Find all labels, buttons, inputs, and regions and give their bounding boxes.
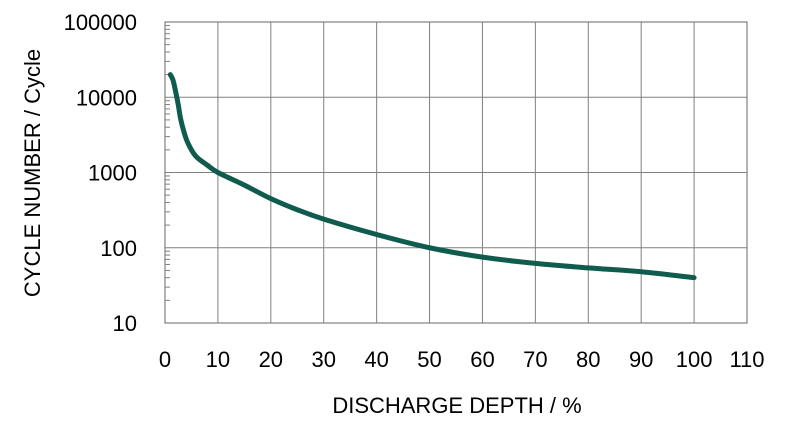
minor-ticks	[165, 24, 170, 301]
y-tick-labels: 10 100 1000 10000 100000	[64, 10, 137, 336]
plot-frame	[164, 21, 748, 324]
y-axis-title: CYCLE NUMBER / Cycle	[20, 49, 45, 297]
x-tick-label-8: 80	[576, 347, 600, 372]
x-tick-labels: 0 10 20 30 40 50 60 70 80 90 100 110	[159, 347, 765, 372]
x-tick-label-5: 50	[417, 347, 441, 372]
x-tick-label-2: 20	[259, 347, 283, 372]
y-tick-label-0: 10	[113, 311, 137, 336]
grid	[164, 21, 748, 324]
x-axis-title: DISCHARGE DEPTH / %	[332, 393, 581, 418]
y-tick-label-1: 100	[100, 236, 137, 261]
x-tick-label-3: 30	[311, 347, 335, 372]
x-tick-label-0: 0	[159, 347, 171, 372]
y-tick-label-2: 1000	[88, 161, 137, 186]
x-tick-label-10: 100	[676, 347, 713, 372]
y-tick-label-3: 10000	[76, 85, 137, 110]
series-line-0	[167, 72, 697, 281]
x-tick-label-6: 60	[470, 347, 494, 372]
x-tick-label-4: 40	[364, 347, 388, 372]
x-tick-label-11: 110	[729, 347, 764, 372]
x-tick-label-7: 70	[523, 347, 547, 372]
x-tick-label-1: 10	[206, 347, 230, 372]
series-group	[167, 72, 697, 281]
x-tick-label-9: 90	[629, 347, 653, 372]
y-tick-label-4: 100000	[64, 10, 137, 35]
